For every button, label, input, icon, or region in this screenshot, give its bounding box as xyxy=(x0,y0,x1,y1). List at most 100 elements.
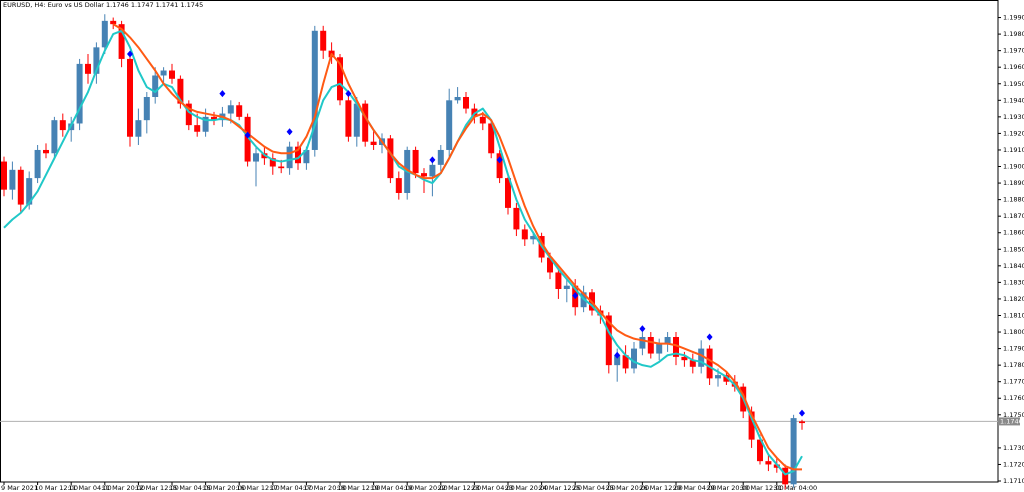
candle-body xyxy=(51,120,58,154)
candle-body xyxy=(715,375,721,379)
x-tick-label: 25 Mar 04:00 xyxy=(572,484,615,492)
candle-body xyxy=(320,30,327,51)
candle-body xyxy=(437,149,444,165)
x-tick-label: 29 Mar 20:00 xyxy=(707,484,750,492)
candle-body xyxy=(698,348,705,367)
y-tick-label: 1.1940 xyxy=(1003,96,1024,104)
fractal-marker xyxy=(244,131,251,139)
x-tick-label: 23 Mar 04:00 xyxy=(471,484,514,492)
x-tick-label: 24 Mar 12:00 xyxy=(539,484,582,492)
x-tick-label: 18 Mar 12:00 xyxy=(337,484,380,492)
y-tick-label: 1.1970 xyxy=(1003,47,1024,55)
y-tick-label: 1.1770 xyxy=(1003,378,1024,386)
fractal-marker xyxy=(614,351,621,359)
candle-body xyxy=(429,164,436,177)
y-tick-label: 1.1780 xyxy=(1003,361,1024,369)
candle-body xyxy=(169,70,175,79)
candle-body xyxy=(773,464,780,468)
candle-body xyxy=(1,161,7,190)
x-tick-label: 25 Mar 20:00 xyxy=(606,484,649,492)
candle-body xyxy=(269,158,276,167)
candle-body xyxy=(757,439,763,462)
candle-body xyxy=(547,257,553,273)
x-tick-label: 19 Mar 20:00 xyxy=(404,484,447,492)
candle-body xyxy=(496,153,503,179)
candle-body xyxy=(278,166,285,169)
x-tick-label: 11 Mar 20:00 xyxy=(102,484,145,492)
y-tick-label: 1.1990 xyxy=(1003,14,1024,22)
y-tick-label: 1.1860 xyxy=(1003,229,1024,237)
y-tick-label: 1.1820 xyxy=(1003,295,1024,303)
y-tick-label: 1.1870 xyxy=(1003,212,1024,220)
candle-body xyxy=(689,360,696,367)
x-tick-label: 16 Mar 12:00 xyxy=(236,484,279,492)
candle-body xyxy=(362,103,369,142)
y-tick-label: 1.1810 xyxy=(1003,311,1024,319)
candle-body xyxy=(26,178,33,205)
x-tick-label: 17 Mar 04:00 xyxy=(270,484,313,492)
candle-body xyxy=(563,285,570,290)
candle-body xyxy=(412,149,419,174)
fractal-marker xyxy=(799,409,805,417)
candle-body xyxy=(647,337,654,354)
fractal-marker xyxy=(127,50,133,58)
y-tick-label: 1.1980 xyxy=(1003,30,1024,38)
y-tick-label: 1.1950 xyxy=(1003,80,1024,88)
candle-body xyxy=(454,96,461,101)
candle-body xyxy=(765,461,772,465)
candle-body xyxy=(387,138,394,179)
candle-body xyxy=(345,100,352,137)
y-tick-label: 1.1790 xyxy=(1003,345,1024,353)
candle-body xyxy=(253,153,259,162)
candle-body xyxy=(227,105,234,114)
x-tick-label: 22 Mar 12:00 xyxy=(438,484,481,492)
y-tick-label: 1.1800 xyxy=(1003,328,1024,336)
x-tick-label: 11 Mar 04:00 xyxy=(68,484,111,492)
candle-body xyxy=(76,63,83,124)
candle-body xyxy=(605,315,612,366)
plot-frame xyxy=(0,0,999,483)
candle-body xyxy=(530,236,537,240)
chart-title: EURUSD, H4: Euro vs US Dollar 1.1746 1.1… xyxy=(3,1,203,9)
candle-body xyxy=(799,421,805,424)
candle-body xyxy=(555,272,562,290)
candle-body xyxy=(135,120,142,137)
candle-body xyxy=(236,105,243,117)
y-tick-label: 1.1890 xyxy=(1003,179,1024,187)
y-tick-label: 1.1840 xyxy=(1003,262,1024,270)
candle-body xyxy=(93,47,100,74)
candle-body xyxy=(639,337,646,349)
x-tick-label: 10 Mar 12:00 xyxy=(35,484,78,492)
y-tick-label: 1.1900 xyxy=(1003,163,1024,171)
candle-body xyxy=(337,57,343,101)
bid-label-box xyxy=(998,417,1020,426)
fractal-marker xyxy=(219,90,226,98)
x-tick-label: 29 Mar 04:00 xyxy=(673,484,716,492)
candle-body xyxy=(152,75,159,97)
candle-body xyxy=(177,78,184,104)
candle-body xyxy=(706,348,713,379)
candle-body xyxy=(9,169,16,190)
x-tick-label: 17 Mar 20:00 xyxy=(303,484,346,492)
fractal-marker xyxy=(286,128,293,136)
x-tick-label: 19 Mar 04:00 xyxy=(371,484,414,492)
x-tick-label: 12 Mar 12:00 xyxy=(135,484,178,492)
x-tick-label: 15 Mar 20:00 xyxy=(203,484,246,492)
y-tick-label: 1.1910 xyxy=(1003,146,1024,154)
x-tick-label: 15 Mar 04:00 xyxy=(169,484,212,492)
x-tick-label: 31 Mar 04:00 xyxy=(774,484,817,492)
y-tick-label: 1.1760 xyxy=(1003,394,1024,402)
x-tick-label: 26 Mar 12:00 xyxy=(639,484,682,492)
y-tick-label: 1.1960 xyxy=(1003,63,1024,71)
candle-body xyxy=(664,337,671,344)
candle-body xyxy=(723,375,730,382)
candle-body xyxy=(160,70,167,76)
x-tick-label: 9 Mar 2021 xyxy=(1,484,38,492)
candle-body xyxy=(211,116,217,121)
bid-label: 1.1746 xyxy=(1000,417,1023,425)
candle-body xyxy=(127,58,133,137)
candle-body xyxy=(194,125,201,132)
y-tick-label: 1.1830 xyxy=(1003,278,1024,286)
candle-body xyxy=(143,96,150,121)
